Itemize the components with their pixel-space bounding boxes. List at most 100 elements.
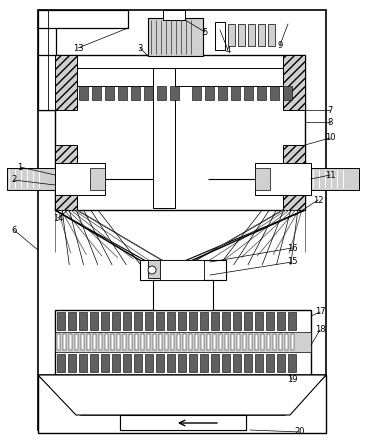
Bar bbox=[255, 354, 263, 372]
Bar bbox=[255, 168, 270, 190]
Bar bbox=[170, 86, 179, 100]
Bar bbox=[311, 168, 359, 190]
Bar bbox=[117, 334, 120, 350]
Bar bbox=[156, 312, 164, 330]
Bar bbox=[148, 18, 203, 56]
Bar bbox=[157, 86, 166, 100]
Bar bbox=[38, 10, 326, 430]
Bar bbox=[266, 354, 274, 372]
Polygon shape bbox=[175, 210, 305, 265]
Bar bbox=[228, 24, 235, 46]
Bar bbox=[75, 334, 78, 350]
Bar bbox=[77, 68, 283, 86]
Bar bbox=[266, 312, 274, 330]
Bar bbox=[120, 415, 246, 430]
Bar bbox=[238, 24, 245, 46]
Text: 7: 7 bbox=[327, 105, 333, 114]
Circle shape bbox=[148, 266, 156, 274]
Polygon shape bbox=[55, 210, 165, 265]
Bar bbox=[189, 354, 197, 372]
Bar bbox=[123, 334, 126, 350]
Bar bbox=[134, 312, 142, 330]
Bar bbox=[105, 86, 114, 100]
Bar bbox=[261, 334, 264, 350]
Bar bbox=[105, 334, 108, 350]
Bar bbox=[207, 334, 210, 350]
Bar bbox=[277, 312, 285, 330]
Bar bbox=[159, 334, 162, 350]
Text: 3: 3 bbox=[137, 43, 143, 53]
Bar bbox=[141, 334, 144, 350]
Text: 17: 17 bbox=[315, 307, 325, 316]
Bar bbox=[270, 86, 279, 100]
Bar bbox=[231, 86, 240, 100]
Bar bbox=[55, 145, 77, 210]
Bar bbox=[55, 332, 311, 352]
Text: 14: 14 bbox=[53, 214, 63, 222]
Bar bbox=[192, 86, 201, 100]
Bar bbox=[195, 334, 198, 350]
Bar bbox=[258, 24, 265, 46]
Bar bbox=[233, 354, 241, 372]
Bar bbox=[205, 86, 214, 100]
Bar bbox=[167, 312, 175, 330]
Bar bbox=[244, 312, 252, 330]
Bar bbox=[222, 312, 230, 330]
Bar bbox=[38, 10, 128, 28]
Bar bbox=[231, 334, 234, 350]
Bar bbox=[90, 168, 105, 190]
Bar bbox=[211, 312, 219, 330]
Bar bbox=[79, 86, 88, 100]
Bar bbox=[268, 24, 275, 46]
Bar bbox=[129, 334, 132, 350]
Bar bbox=[244, 354, 252, 372]
Text: 4: 4 bbox=[225, 46, 231, 54]
Bar bbox=[215, 22, 225, 50]
Bar bbox=[92, 86, 101, 100]
Bar bbox=[233, 312, 241, 330]
Bar bbox=[134, 354, 142, 372]
Bar bbox=[178, 354, 186, 372]
Bar bbox=[123, 312, 131, 330]
Bar bbox=[163, 10, 185, 20]
Bar bbox=[38, 55, 56, 110]
Text: 20: 20 bbox=[295, 427, 305, 436]
Bar bbox=[69, 334, 72, 350]
Bar bbox=[189, 312, 197, 330]
Bar bbox=[288, 354, 296, 372]
Bar bbox=[153, 280, 213, 310]
Text: 15: 15 bbox=[287, 257, 297, 267]
Bar bbox=[112, 354, 120, 372]
Bar bbox=[7, 168, 55, 190]
Bar bbox=[68, 354, 76, 372]
Bar bbox=[38, 375, 326, 433]
Bar bbox=[257, 86, 266, 100]
Bar bbox=[111, 334, 114, 350]
Text: 2: 2 bbox=[11, 175, 16, 184]
Bar bbox=[144, 86, 153, 100]
Bar bbox=[153, 334, 156, 350]
Bar bbox=[177, 334, 180, 350]
Bar bbox=[283, 86, 292, 100]
Bar bbox=[145, 354, 153, 372]
Polygon shape bbox=[38, 375, 326, 415]
Text: 11: 11 bbox=[325, 171, 335, 179]
Bar bbox=[183, 334, 186, 350]
Bar bbox=[57, 334, 60, 350]
Text: 18: 18 bbox=[315, 326, 325, 334]
Text: 13: 13 bbox=[73, 43, 83, 53]
Bar bbox=[249, 334, 252, 350]
Bar bbox=[171, 334, 174, 350]
Bar bbox=[267, 334, 270, 350]
Bar bbox=[200, 312, 208, 330]
Bar bbox=[225, 334, 228, 350]
Bar bbox=[112, 312, 120, 330]
Bar bbox=[222, 354, 230, 372]
Bar bbox=[90, 354, 98, 372]
Bar bbox=[90, 312, 98, 330]
Bar bbox=[283, 55, 305, 110]
Bar bbox=[120, 415, 246, 430]
Bar bbox=[160, 260, 204, 280]
Bar bbox=[167, 354, 175, 372]
Bar bbox=[288, 312, 296, 330]
